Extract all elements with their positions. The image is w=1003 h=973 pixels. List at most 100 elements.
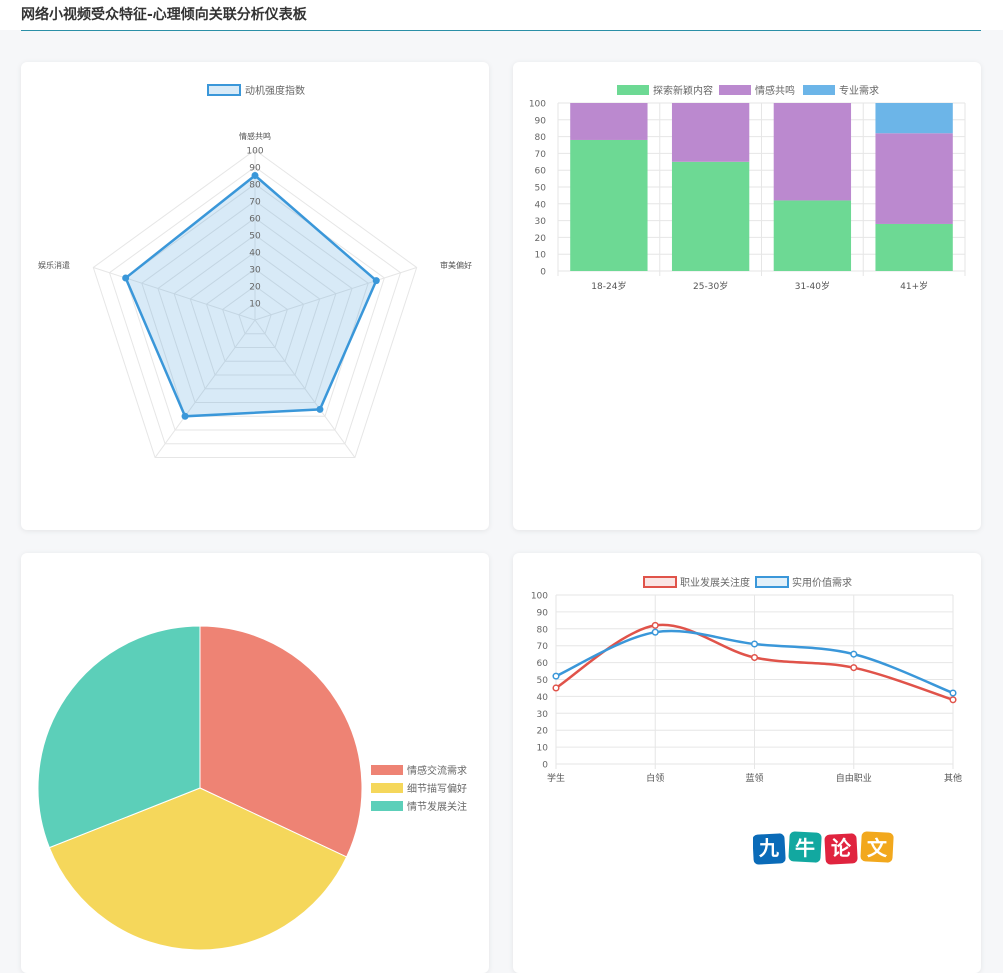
radar-spoke	[154, 319, 256, 458]
legend-swatch-line-0	[643, 576, 677, 588]
page-title: 网络小视频受众特征-心理倾向关联分析仪表板	[21, 7, 307, 23]
bar-segment-1	[671, 103, 750, 162]
bar-x-tick-label: 41+岁	[900, 280, 928, 292]
legend-swatch-line-1	[755, 576, 789, 588]
radar-grid-ring	[108, 166, 402, 445]
radar-axis-label: 情感共鸣	[239, 131, 271, 141]
radar-tick-label: 90	[249, 164, 261, 174]
stacked-bar-chart: 探索新颖内容 情感共鸣 专业需求 0 10 20 30 40 50 60 70 80 90 100 18-2…	[529, 84, 966, 292]
bar-segment-2	[875, 103, 953, 134]
line-y-tick-label: 10	[537, 744, 549, 754]
bar-x-tick-label: 18-24岁	[591, 280, 626, 292]
radar-grid-ring	[205, 268, 305, 362]
line-x-tick-label: 白领	[646, 772, 664, 784]
radar-chart: 动机强度指数102030405060708090100情感共鸣审美偏好知识获取社…	[38, 84, 472, 459]
radar-axis-label: 审美偏好	[440, 260, 472, 270]
radar-tick-label: 50	[249, 232, 261, 242]
bar-x-tick-label: 25-30岁	[693, 280, 728, 292]
line-y-tick-label: 80	[537, 625, 549, 635]
line-y-tick-label: 30	[537, 710, 549, 720]
bar-y-tick-label: 70	[535, 150, 547, 160]
bar-segment-0	[671, 161, 750, 271]
legend-label-line-1: 实用价值需求	[792, 576, 852, 589]
bar-y-tick-label: 0	[540, 268, 546, 278]
radar-spoke	[254, 266, 417, 321]
bar-segment-0	[875, 223, 953, 271]
legend-label-slice-0: 情感交流需求	[407, 764, 467, 777]
radar-axis-label: 娱乐消遣	[38, 260, 70, 270]
bar-y-tick-label: 100	[529, 100, 546, 110]
radar-grid-ring	[92, 149, 418, 459]
radar-tick-label: 10	[249, 300, 261, 310]
line-y-tick-label: 40	[537, 693, 549, 703]
logo: 九牛论文	[753, 831, 894, 865]
logo-char: 文	[867, 836, 888, 860]
bar-y-tick-label: 30	[535, 217, 547, 227]
bar-segment-1	[875, 133, 953, 224]
radar-grid-ring	[141, 200, 369, 417]
dashboard-header: 网络小视频受众特征-心理倾向关联分析仪表板	[21, 0, 981, 31]
radar-point	[122, 274, 130, 282]
legend-label-series-1: 情感共鸣	[755, 84, 795, 97]
radar-tick-label: 80	[249, 181, 261, 191]
radar-tick-label: 40	[249, 249, 261, 259]
line-point-1	[850, 650, 858, 658]
logo-tile	[788, 831, 822, 863]
radar-spoke	[254, 319, 356, 458]
radar-tick-label: 70	[249, 198, 261, 208]
legend-label-slice-1: 细节描写偏好	[407, 782, 467, 795]
radar-tick-label: 30	[249, 266, 261, 276]
logo-tile	[753, 833, 786, 865]
legend-label-motivation: 动机强度指数	[245, 84, 305, 97]
pie-slice-1	[48, 787, 348, 951]
logo-char: 牛	[795, 836, 815, 860]
legend-swatch-slice-2	[371, 801, 403, 811]
bar-y-tick-label: 80	[535, 133, 547, 143]
legend-swatch-series-0	[617, 85, 649, 95]
line-y-tick-label: 50	[537, 676, 549, 686]
line-point-1	[949, 689, 957, 697]
legend-label-slice-2: 情节发展关注	[407, 800, 467, 813]
logo-tile	[860, 831, 894, 863]
bar-y-tick-label: 40	[535, 200, 547, 210]
line-x-tick-label: 学生	[547, 772, 565, 784]
legend-swatch-series-2	[803, 85, 835, 95]
line-x-tick-label: 自由职业	[836, 772, 872, 784]
bar-y-tick-label: 90	[535, 116, 547, 126]
radar-tick-label: 100	[246, 147, 263, 157]
line-point-0	[949, 696, 957, 704]
line-point-0	[850, 664, 858, 672]
bar-y-tick-label: 60	[535, 167, 547, 177]
legend-swatch-slice-1	[371, 783, 403, 793]
legend-swatch-motivation	[207, 84, 241, 96]
line-x-tick-label: 蓝领	[745, 772, 763, 784]
legend-label-series-0: 探索新颖内容	[653, 84, 713, 97]
bar-x-tick-label: 31-40岁	[795, 280, 830, 292]
pie-slice-2	[37, 625, 201, 849]
radar-spoke	[93, 266, 256, 321]
radar-grid-ring	[189, 251, 321, 376]
radar-grid-ring	[157, 217, 353, 404]
line-y-tick-label: 60	[537, 659, 549, 669]
radar-area-motivation	[124, 173, 378, 418]
line-y-tick-label: 100	[531, 592, 548, 602]
radar-tick-label: 20	[249, 283, 261, 293]
radar-grid-ring	[222, 285, 288, 349]
radar-grid-ring	[173, 234, 337, 390]
line-y-tick-label: 20	[537, 727, 549, 737]
radar-point	[181, 412, 189, 420]
bar-segment-1	[773, 103, 852, 201]
line-point-0	[750, 653, 759, 662]
line-y-tick-label: 0	[542, 761, 548, 771]
legend-label-series-2: 专业需求	[839, 84, 879, 97]
legend-label-line-0: 职业发展关注度	[680, 576, 750, 589]
logo-char: 论	[831, 836, 852, 860]
bar-segment-0	[773, 200, 852, 271]
line-point-1	[750, 640, 759, 648]
line-y-tick-label: 90	[537, 608, 549, 618]
line-y-tick-label: 70	[537, 642, 549, 652]
bar-y-tick-label: 20	[535, 234, 547, 244]
radar-tick-label: 60	[249, 215, 261, 225]
radar-point	[251, 172, 259, 179]
line-chart-card: 职业发展关注度 实用价值需求 0 10 20 30 40 50 60 70 80 90 100 学生 白领 蓝…	[513, 553, 981, 973]
